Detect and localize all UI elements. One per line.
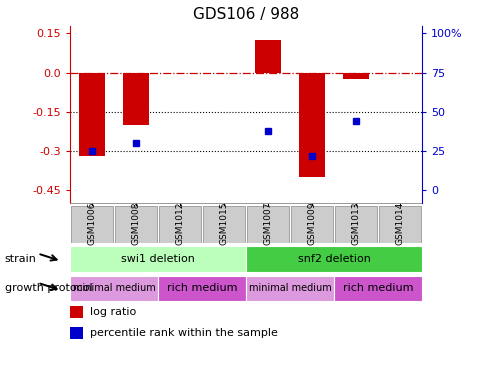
Bar (245, 246, 421, 272)
Bar (159, 206, 201, 243)
Bar (334, 206, 377, 243)
Bar (290, 206, 333, 243)
Text: minimal medium: minimal medium (248, 283, 331, 293)
Text: GSM1006: GSM1006 (88, 202, 97, 245)
Bar (203, 206, 245, 243)
Bar (255, 40, 281, 72)
Text: percentile rank within the sample: percentile rank within the sample (90, 328, 277, 337)
Bar (70, 276, 158, 301)
Text: growth protocol: growth protocol (5, 283, 92, 293)
Text: minimal medium: minimal medium (73, 283, 155, 293)
Bar (378, 206, 420, 243)
Text: GSM1015: GSM1015 (219, 202, 228, 245)
Text: snf2 deletion: snf2 deletion (297, 254, 370, 264)
Text: GSM1013: GSM1013 (351, 202, 360, 245)
Bar (342, 72, 368, 79)
Text: rich medium: rich medium (166, 283, 237, 293)
Bar (115, 206, 157, 243)
Text: GSM1012: GSM1012 (175, 202, 184, 245)
Bar (79, 72, 105, 156)
Bar (70, 326, 82, 339)
Bar (158, 276, 245, 301)
Bar (123, 72, 149, 125)
Bar (245, 276, 333, 301)
Text: strain: strain (5, 254, 37, 264)
Bar (246, 206, 288, 243)
Bar (70, 306, 82, 318)
Text: GSM1008: GSM1008 (132, 202, 140, 245)
Bar (71, 206, 113, 243)
Text: GSM1009: GSM1009 (307, 202, 316, 245)
Text: rich medium: rich medium (342, 283, 412, 293)
Text: GSM1014: GSM1014 (394, 202, 404, 245)
Bar (333, 276, 421, 301)
Title: GDS106 / 988: GDS106 / 988 (193, 7, 299, 22)
Text: swi1 deletion: swi1 deletion (121, 254, 195, 264)
Text: GSM1007: GSM1007 (263, 202, 272, 245)
Text: log ratio: log ratio (90, 307, 136, 317)
Bar (298, 72, 325, 177)
Bar (70, 246, 245, 272)
